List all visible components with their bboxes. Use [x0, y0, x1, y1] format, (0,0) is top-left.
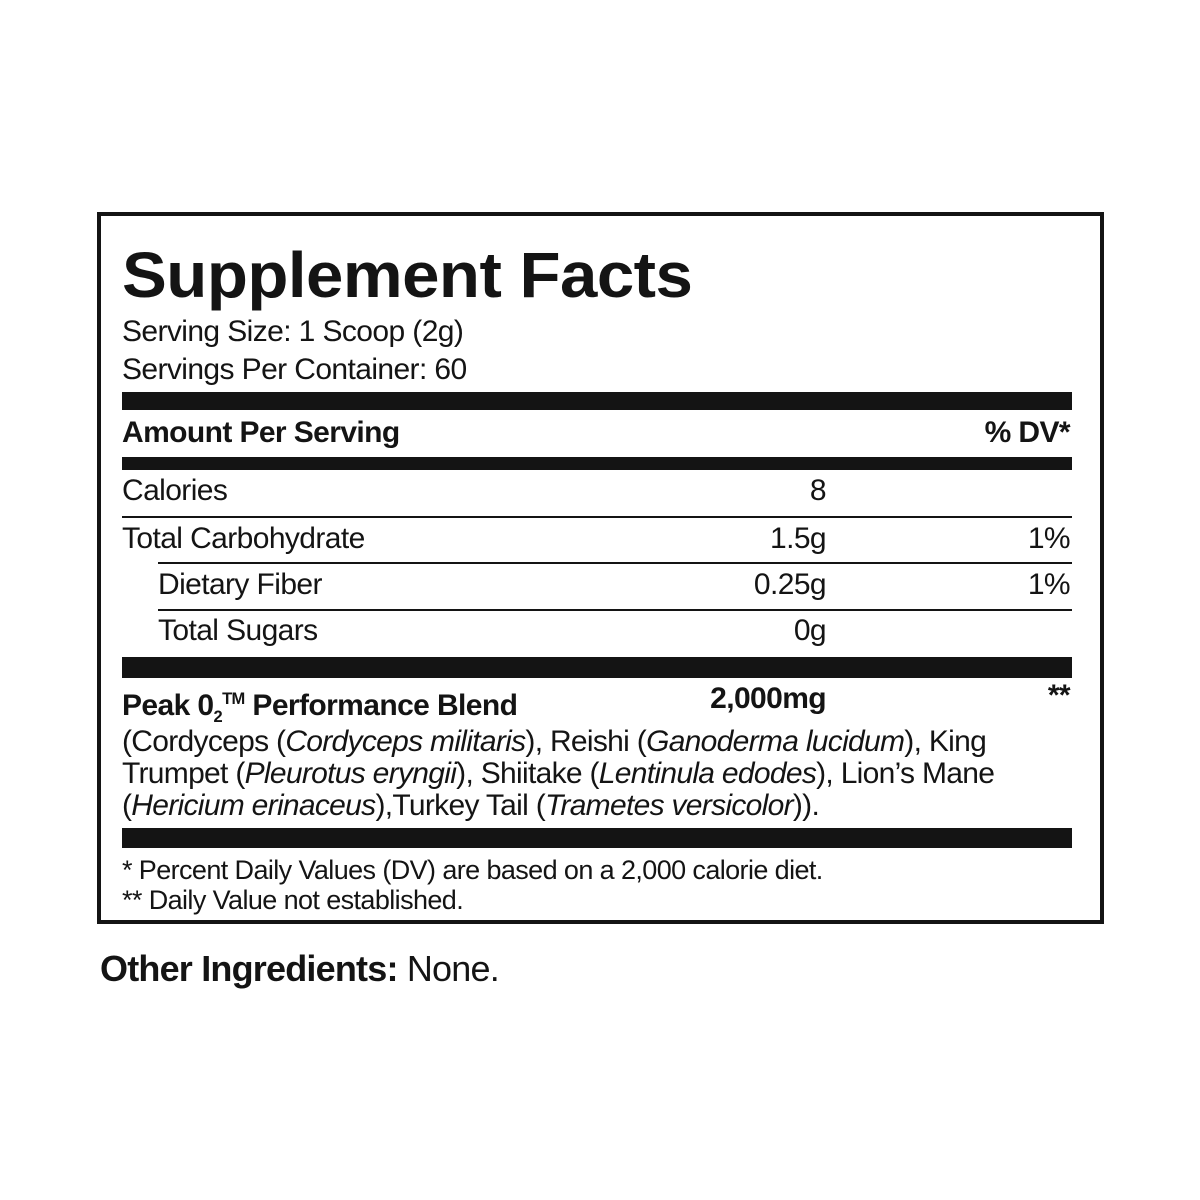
row-calories-name: Calories — [122, 474, 228, 507]
row-fiber-dv: 1% — [1027, 568, 1071, 601]
blend-ingredients: (Cordyceps (Cordyceps militaris), Reishi… — [122, 726, 1092, 822]
ingredient-text: ), Shiitake ( — [456, 757, 599, 790]
thin-divider — [158, 562, 1072, 564]
thin-divider — [122, 516, 1072, 518]
ingredient-text: ), Reishi ( — [525, 725, 647, 758]
ingredient-text: ), King Trumpet ( — [122, 725, 987, 790]
thick-divider — [122, 392, 1072, 410]
row-sugars-amount: 0g — [793, 614, 827, 647]
supplement-facts-panel — [97, 212, 1104, 924]
medium-divider — [122, 457, 1072, 470]
serving-size: Serving Size: 1 Scoop (2g) — [122, 315, 464, 348]
dv-header: % DV* — [984, 416, 1071, 449]
thick-divider — [122, 657, 1072, 678]
blend-name: Peak 02TM Performance Blend — [122, 689, 518, 727]
row-fiber-name: Dietary Fiber — [158, 568, 323, 601]
ingredient-scientific-name: Ganoderma lucidum — [646, 725, 905, 758]
row-sugars-name: Total Sugars — [158, 614, 318, 647]
ingredient-scientific-name: Cordyceps militaris — [285, 725, 526, 758]
servings-per-container: Servings Per Container: 60 — [122, 353, 467, 386]
other-ingredients: Other Ingredients: None. — [100, 948, 500, 989]
ingredient-scientific-name: Lentinula edodes — [598, 757, 817, 790]
row-fiber-amount: 0.25g — [753, 568, 827, 601]
amount-per-serving-header: Amount Per Serving — [122, 416, 400, 449]
row-carb-amount: 1.5g — [770, 522, 827, 555]
ingredient-text: ),Turkey Tail ( — [375, 789, 545, 822]
thin-divider — [158, 609, 1072, 611]
row-carb-name: Total Carbohydrate — [122, 522, 365, 555]
footnote-dv: * Percent Daily Values (DV) are based on… — [122, 855, 823, 885]
ingredient-text: ), Lion’s Mane ( — [122, 757, 995, 822]
ingredient-scientific-name: Pleurotus eryngii — [244, 757, 457, 790]
ingredient-scientific-name: Hericium erinaceus — [131, 789, 376, 822]
row-calories-amount: 8 — [809, 474, 827, 507]
ingredient-text: (Cordyceps ( — [122, 725, 286, 758]
panel-title: Supplement Facts — [122, 239, 693, 311]
row-carb-dv: 1% — [1027, 522, 1071, 555]
thick-divider — [122, 828, 1072, 848]
footnote-not-established: ** Daily Value not established. — [122, 885, 464, 915]
ingredient-text: )). — [792, 789, 820, 822]
blend-dv: ** — [1047, 679, 1071, 712]
blend-amount: 2,000mg — [710, 682, 826, 715]
ingredient-scientific-name: Trametes versicolor — [545, 789, 794, 822]
